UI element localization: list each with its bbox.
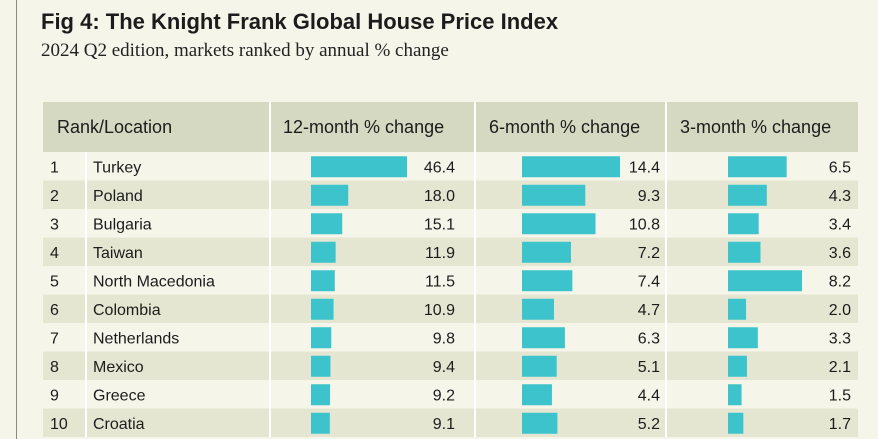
- data-value-label: 18.0: [424, 188, 455, 205]
- data-value-label: 9.8: [433, 330, 455, 347]
- table-row-bg: [43, 180, 858, 209]
- data-value-label: 3.4: [829, 216, 851, 233]
- left-rule: [16, 0, 17, 439]
- data-bar: [311, 355, 331, 377]
- data-bar: [728, 355, 747, 377]
- data-bar: [728, 412, 744, 434]
- data-bar: [522, 327, 565, 349]
- data-bar: [522, 298, 554, 320]
- data-value-label: 5.2: [638, 416, 660, 433]
- data-bar: [522, 355, 557, 377]
- column-header: Rank/Location: [57, 117, 172, 137]
- data-value-label: 1.5: [829, 387, 851, 404]
- chart-title: Fig 4: The Knight Frank Global House Pri…: [41, 9, 559, 34]
- rank-label: 9: [50, 387, 59, 404]
- location-label: Bulgaria: [93, 216, 152, 233]
- rank-label: 5: [50, 273, 59, 290]
- data-bar: [728, 184, 767, 206]
- table-row-bg: [43, 152, 858, 181]
- data-bar: [522, 156, 620, 178]
- data-value-label: 2.1: [829, 359, 851, 376]
- data-value-label: 7.2: [638, 245, 660, 262]
- data-bar: [311, 384, 331, 406]
- data-value-label: 3.6: [829, 245, 851, 262]
- data-value-label: 15.1: [424, 216, 455, 233]
- data-bar: [522, 213, 596, 235]
- data-bar: [728, 298, 747, 320]
- data-bar: [522, 241, 571, 263]
- table-row-bg: [43, 408, 858, 437]
- data-value-label: 7.4: [638, 273, 660, 290]
- data-bar: [728, 270, 802, 292]
- data-bar: [311, 156, 407, 178]
- data-value-label: 11.9: [425, 245, 455, 262]
- rank-label: 1: [50, 159, 59, 176]
- data-bar: [728, 384, 742, 406]
- data-bar: [311, 270, 335, 292]
- data-value-label: 8.2: [829, 273, 851, 290]
- data-value-label: 3.3: [829, 330, 851, 347]
- data-bar: [522, 412, 558, 434]
- data-bar: [728, 156, 787, 178]
- rank-label: 8: [50, 359, 59, 376]
- rank-label: 7: [50, 330, 59, 347]
- table-row-bg: [43, 351, 858, 380]
- data-bar: [311, 412, 330, 434]
- rank-label: 6: [50, 302, 59, 319]
- data-value-label: 10.9: [424, 302, 455, 319]
- data-value-label: 4.7: [638, 302, 660, 319]
- data-value-label: 11.5: [425, 273, 455, 290]
- rank-label: 4: [50, 245, 59, 262]
- data-value-label: 5.1: [638, 359, 660, 376]
- data-value-label: 9.2: [433, 387, 455, 404]
- data-value-label: 9.3: [638, 188, 660, 205]
- data-value-label: 9.1: [433, 416, 455, 433]
- data-value-label: 46.4: [424, 159, 455, 176]
- data-value-label: 14.4: [629, 159, 660, 176]
- location-label: North Macedonia: [93, 273, 215, 290]
- data-bar: [728, 241, 761, 263]
- table-row-bg: [43, 266, 858, 295]
- location-label: Colombia: [93, 302, 161, 319]
- data-bar: [311, 213, 343, 235]
- data-bar: [311, 327, 332, 349]
- column-header: 12-month % change: [283, 117, 444, 137]
- header-row-bg: [43, 102, 858, 152]
- data-value-label: 2.0: [829, 302, 851, 319]
- table-row-bg: [43, 209, 858, 238]
- rank-label: 10: [50, 416, 68, 433]
- location-label: Netherlands: [93, 330, 179, 347]
- location-label: Turkey: [93, 159, 141, 176]
- data-value-label: 4.4: [638, 387, 660, 404]
- location-label: Taiwan: [93, 245, 143, 262]
- data-bar: [311, 184, 349, 206]
- table-row-bg: [43, 294, 858, 323]
- location-label: Croatia: [93, 416, 145, 433]
- data-value-label: 10.8: [629, 216, 660, 233]
- data-bar: [522, 384, 552, 406]
- data-bar: [311, 298, 334, 320]
- data-bar: [522, 184, 586, 206]
- data-value-label: 6.3: [638, 330, 660, 347]
- column-header: 6-month % change: [489, 117, 640, 137]
- table-row-bg: [43, 380, 858, 409]
- table-row-bg: [43, 323, 858, 352]
- data-value-label: 1.7: [829, 416, 851, 433]
- data-bar: [728, 213, 759, 235]
- data-value-label: 4.3: [829, 188, 851, 205]
- table-row-bg: [43, 237, 858, 266]
- chart-subtitle: 2024 Q2 edition, markets ranked by annua…: [41, 40, 449, 61]
- location-label: Greece: [93, 387, 146, 404]
- data-bar: [728, 327, 758, 349]
- location-label: Poland: [93, 188, 143, 205]
- data-value-label: 6.5: [829, 159, 851, 176]
- data-bar: [311, 241, 336, 263]
- data-bar: [522, 270, 573, 292]
- column-header: 3-month % change: [680, 117, 831, 137]
- data-value-label: 9.4: [433, 359, 455, 376]
- location-label: Mexico: [93, 359, 144, 376]
- rank-label: 3: [50, 216, 59, 233]
- rank-label: 2: [50, 188, 59, 205]
